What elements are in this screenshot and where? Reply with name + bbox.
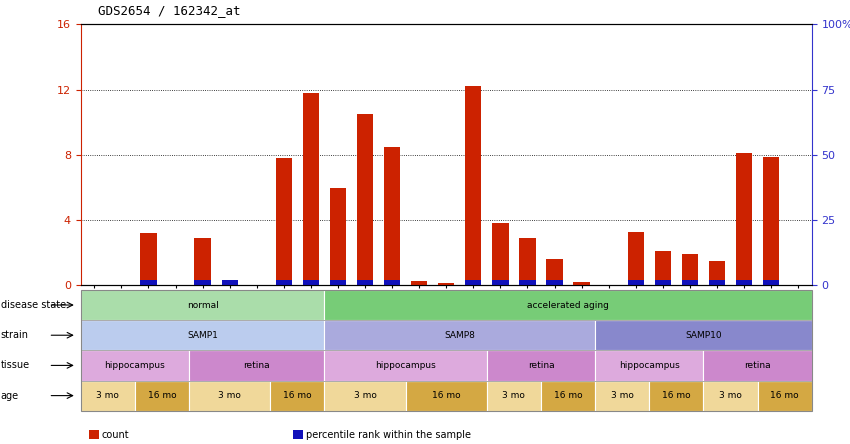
Text: disease state: disease state	[1, 300, 66, 310]
Bar	[275, 158, 292, 285]
Text: 16 mo: 16 mo	[432, 391, 461, 400]
Bar	[411, 281, 428, 285]
Text: 3 mo: 3 mo	[96, 391, 119, 400]
Text: 3 mo: 3 mo	[354, 391, 377, 400]
Bar	[682, 280, 698, 285]
Text: retina: retina	[243, 361, 270, 370]
Bar	[627, 232, 644, 285]
Bar	[357, 114, 373, 285]
Bar	[492, 223, 508, 285]
Text: hippocampus: hippocampus	[105, 361, 165, 370]
Text: age: age	[1, 391, 19, 400]
Bar	[357, 280, 373, 285]
Text: SAMP10: SAMP10	[685, 331, 722, 340]
Bar	[465, 87, 481, 285]
Text: count: count	[102, 430, 129, 440]
Bar	[627, 280, 644, 285]
Text: 3 mo: 3 mo	[502, 391, 525, 400]
Bar	[330, 188, 346, 285]
Bar	[763, 280, 779, 285]
Text: retina: retina	[745, 361, 771, 370]
Bar	[384, 280, 400, 285]
Text: SAMP8: SAMP8	[445, 331, 475, 340]
Text: hippocampus: hippocampus	[619, 361, 680, 370]
Text: strain: strain	[1, 330, 29, 340]
Bar	[574, 282, 590, 285]
Text: 16 mo: 16 mo	[662, 391, 691, 400]
Bar	[519, 280, 536, 285]
Bar	[275, 280, 292, 285]
Bar	[303, 280, 319, 285]
Bar	[682, 254, 698, 285]
Text: 16 mo: 16 mo	[148, 391, 176, 400]
Text: retina: retina	[528, 361, 554, 370]
Text: accelerated aging: accelerated aging	[527, 301, 609, 309]
Text: percentile rank within the sample: percentile rank within the sample	[306, 430, 471, 440]
Bar	[709, 280, 725, 285]
Bar	[709, 261, 725, 285]
Bar	[222, 281, 238, 285]
Text: 16 mo: 16 mo	[283, 391, 312, 400]
Bar	[492, 280, 508, 285]
Text: 3 mo: 3 mo	[611, 391, 633, 400]
Bar	[547, 259, 563, 285]
Text: SAMP1: SAMP1	[187, 331, 218, 340]
Bar	[736, 280, 752, 285]
Bar	[519, 238, 536, 285]
Bar	[222, 280, 238, 285]
Bar	[303, 93, 319, 285]
Bar	[195, 238, 211, 285]
Bar	[438, 283, 455, 285]
Bar	[384, 147, 400, 285]
Bar	[736, 153, 752, 285]
Text: 3 mo: 3 mo	[218, 391, 241, 400]
Bar	[140, 280, 156, 285]
Text: tissue: tissue	[1, 361, 30, 370]
Text: 3 mo: 3 mo	[719, 391, 742, 400]
Text: normal: normal	[187, 301, 218, 309]
Text: 16 mo: 16 mo	[770, 391, 799, 400]
Bar	[465, 280, 481, 285]
Bar	[195, 280, 211, 285]
Bar	[763, 157, 779, 285]
Text: 16 mo: 16 mo	[553, 391, 582, 400]
Bar	[654, 251, 671, 285]
Text: GDS2654 / 162342_at: GDS2654 / 162342_at	[98, 4, 241, 17]
Bar	[330, 280, 346, 285]
Bar	[547, 280, 563, 285]
Bar	[654, 280, 671, 285]
Text: hippocampus: hippocampus	[375, 361, 436, 370]
Bar	[140, 233, 156, 285]
